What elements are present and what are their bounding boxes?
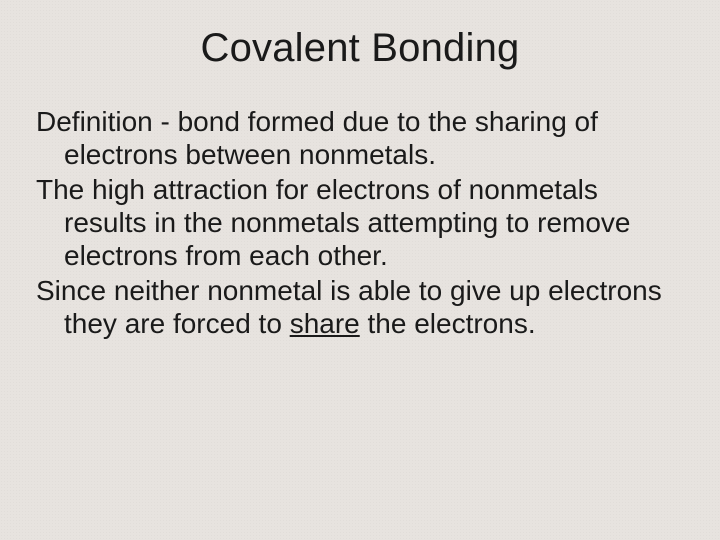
paragraph-share-underlined: share — [290, 308, 360, 339]
paragraph-definition: Definition - bond formed due to the shar… — [36, 105, 684, 171]
paragraph-share-after: the electrons. — [360, 308, 536, 339]
slide-body: Definition - bond formed due to the shar… — [36, 105, 684, 340]
slide: Covalent Bonding Definition - bond forme… — [0, 0, 720, 540]
paragraph-share: Since neither nonmetal is able to give u… — [36, 274, 684, 340]
slide-title: Covalent Bonding — [36, 26, 684, 71]
paragraph-attraction: The high attraction for electrons of non… — [36, 173, 684, 272]
